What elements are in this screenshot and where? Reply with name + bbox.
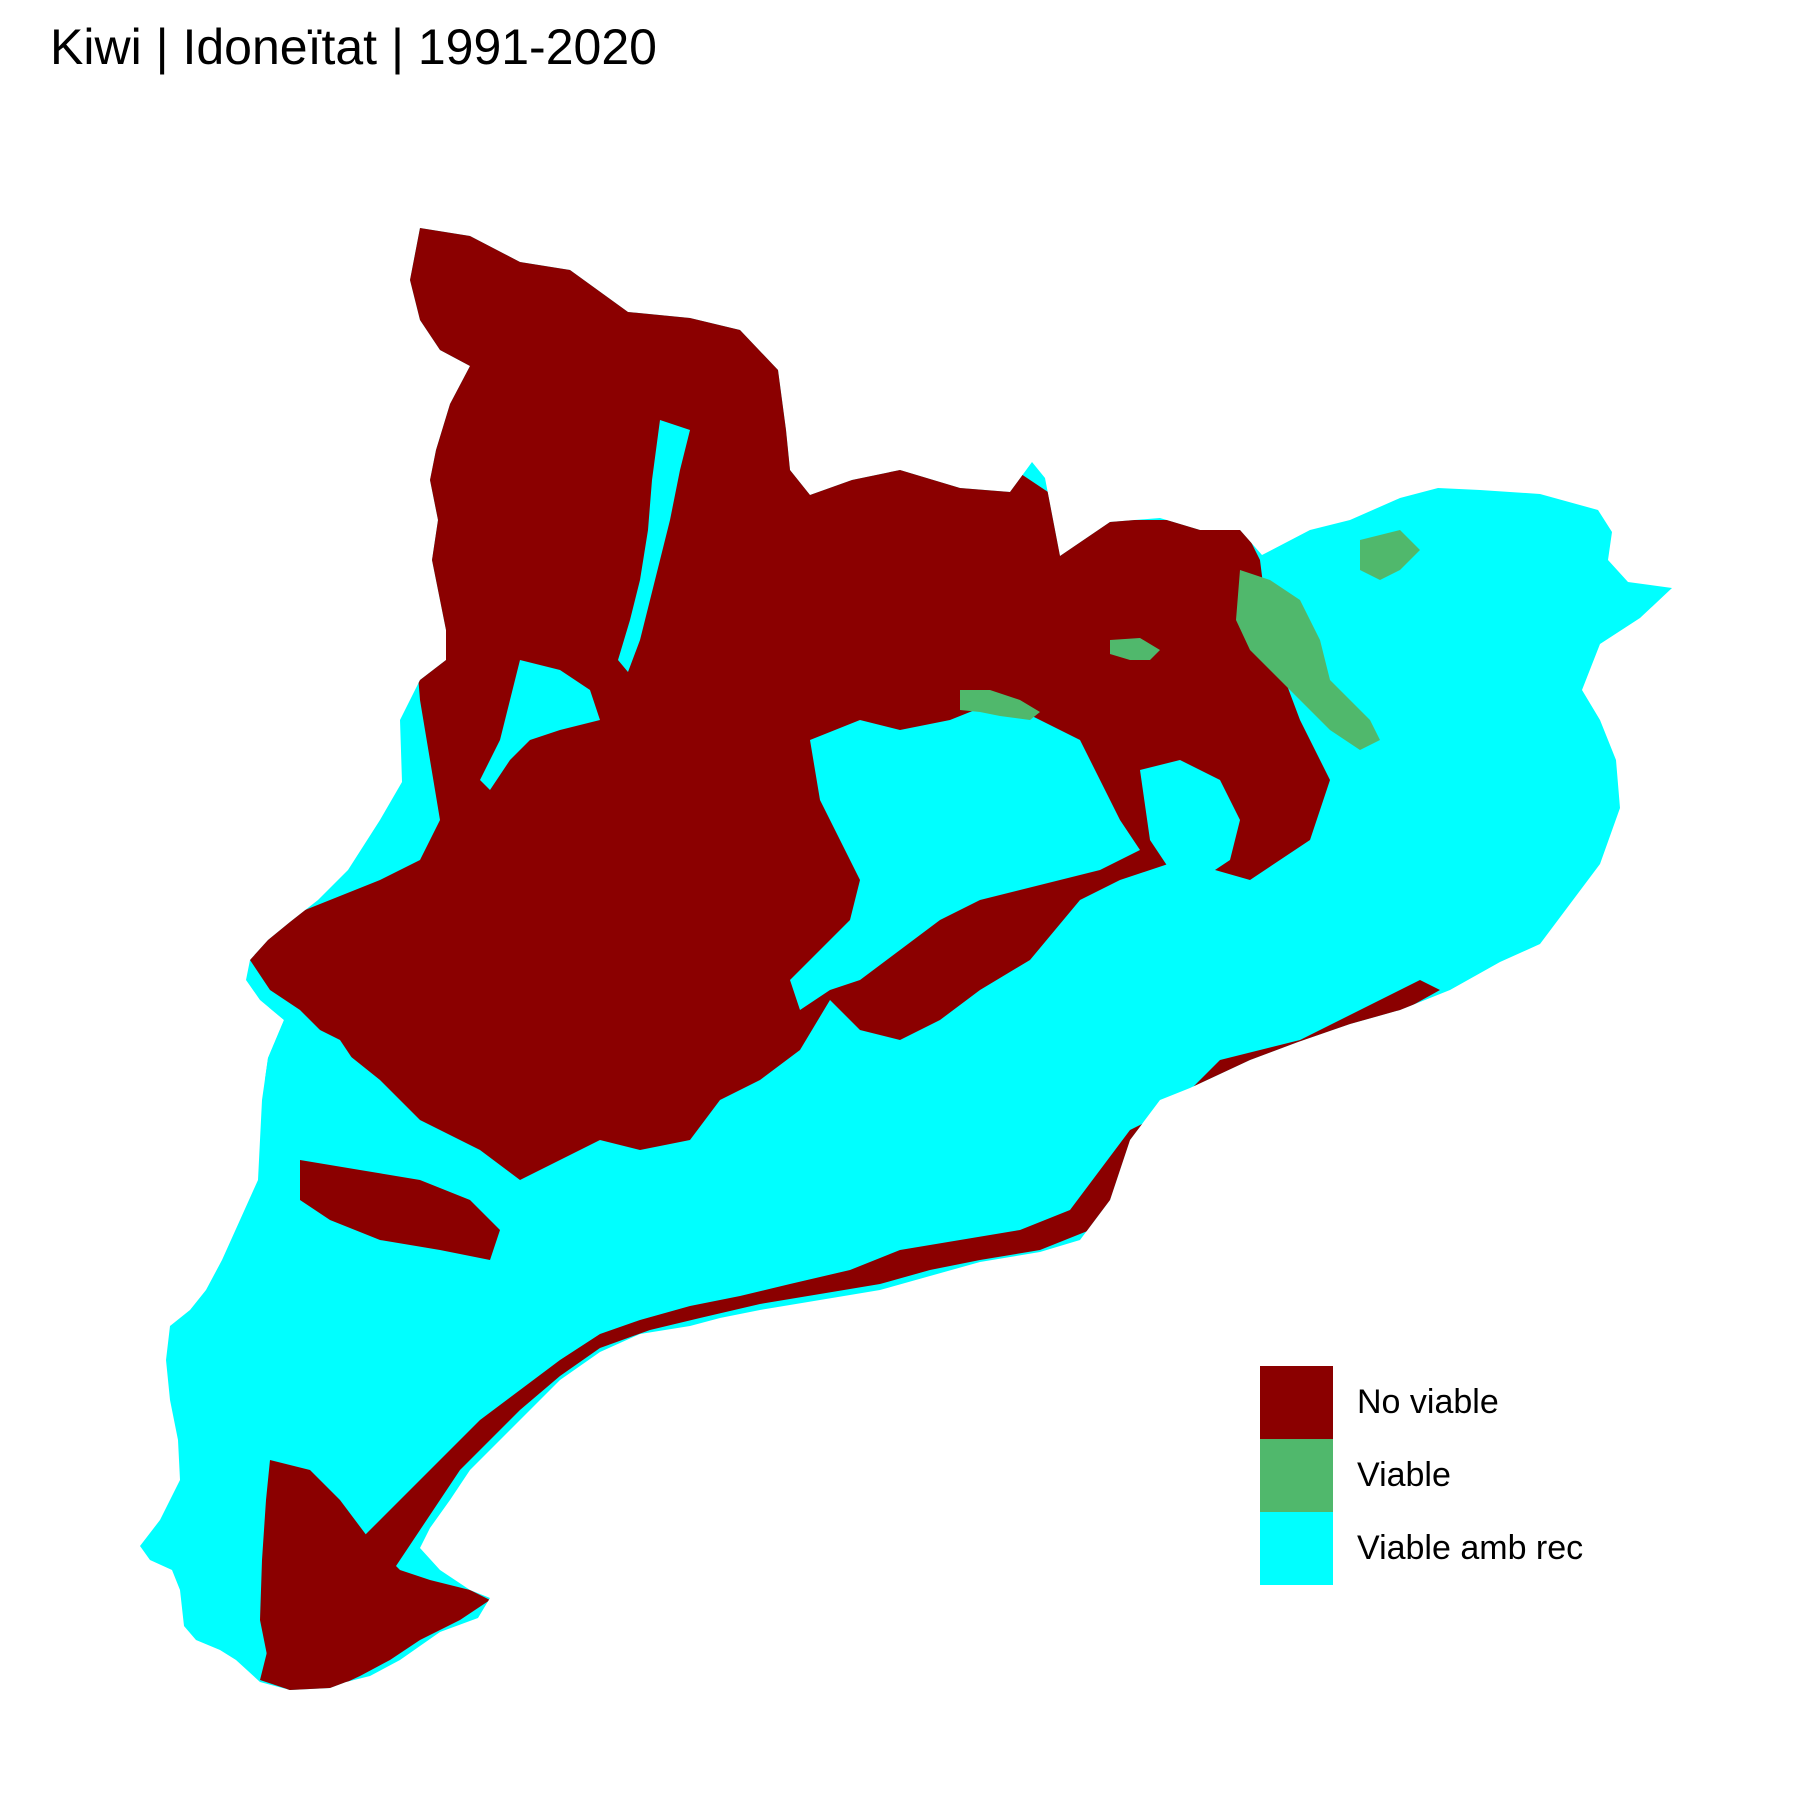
legend-swatch-viable-amb-rec [1260, 1512, 1333, 1585]
legend-swatch-viable [1260, 1439, 1333, 1512]
no-viable-area-south [300, 1160, 500, 1260]
legend-item-viable-amb-rec: Viable amb rec [1260, 1512, 1583, 1585]
legend-item-viable: Viable [1260, 1439, 1583, 1512]
map-title: Kiwi | Idoneïtat | 1991-2020 [50, 19, 657, 75]
viable-amb-rec-valley-north [618, 420, 690, 672]
no-viable-area-interior [250, 228, 1330, 1180]
legend-label-viable-amb-rec: Viable amb rec [1357, 1529, 1584, 1567]
viable-amb-rec-reservoir [480, 660, 600, 790]
legend-swatch-no-viable [1260, 1366, 1333, 1439]
map-legend: No viable Viable Viable amb rec [1260, 1366, 1583, 1585]
viable-area-border-strip [1360, 530, 1420, 580]
legend-label-viable: Viable [1357, 1456, 1451, 1494]
viable-area-mid-valley [1110, 638, 1160, 660]
no-viable-area-delta [260, 1460, 490, 1690]
viable-area-upper-valley [960, 690, 1040, 720]
viable-area-northeast [1236, 570, 1380, 750]
legend-item-no-viable: No viable [1260, 1366, 1583, 1439]
viable-amb-rec-east-valley [1140, 760, 1240, 880]
viable-amb-rec-central-basin [790, 700, 1140, 1010]
legend-label-no-viable: No viable [1357, 1383, 1499, 1421]
